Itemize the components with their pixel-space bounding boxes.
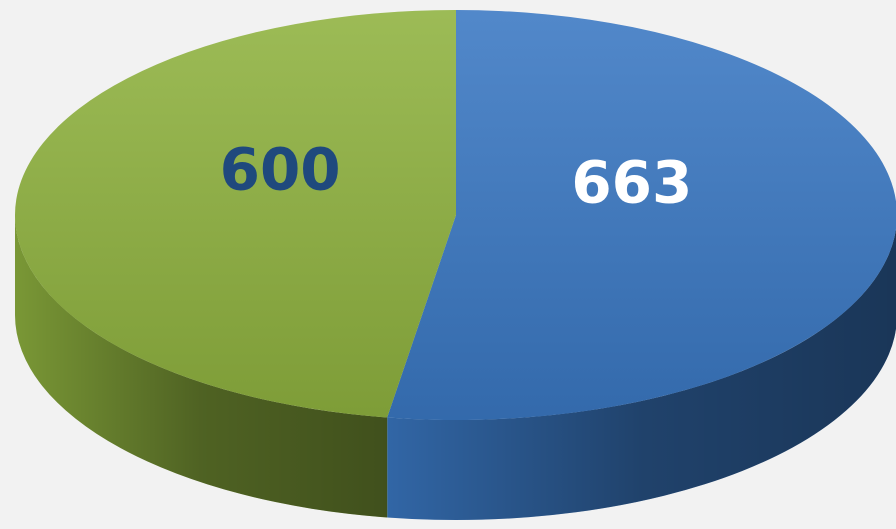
slice-shade	[14, 10, 457, 418]
data-label: 600	[220, 136, 341, 204]
slice-side-shade	[15, 215, 388, 518]
slice-shade	[387, 10, 896, 420]
slice-side-shade	[387, 228, 896, 520]
data-label: 663	[571, 149, 692, 217]
